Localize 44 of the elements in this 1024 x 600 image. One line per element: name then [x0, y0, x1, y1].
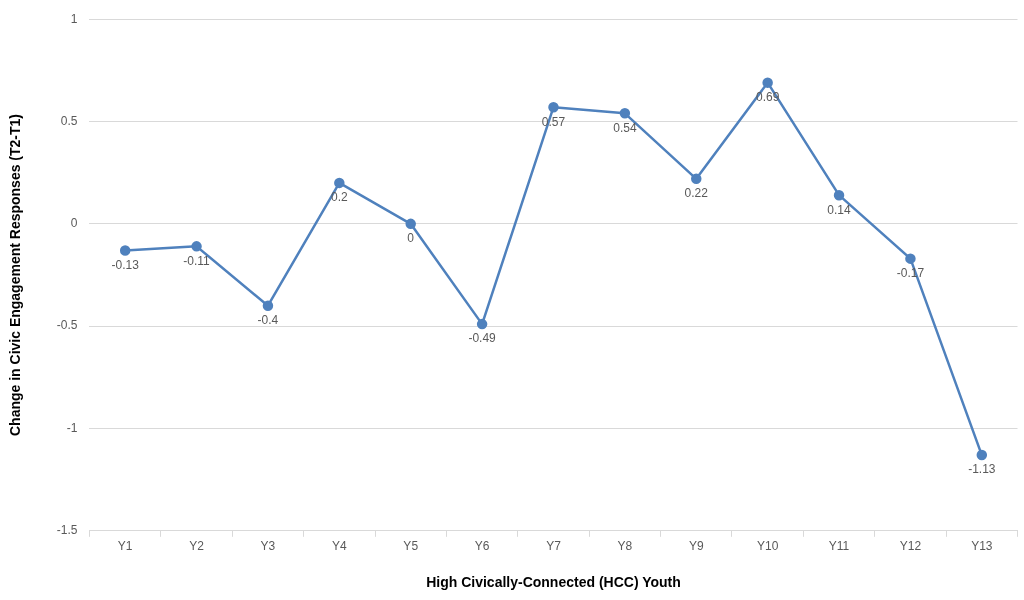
x-tick-label: Y2 [189, 539, 205, 554]
x-tick-label: Y7 [546, 539, 562, 554]
y-tick-label: -1 [66, 420, 78, 435]
point [548, 101, 559, 113]
data-label: -0.13 [111, 257, 140, 272]
point [619, 108, 631, 119]
y-tick-label: 0.5 [60, 113, 78, 128]
data-label: -0.11 [183, 253, 211, 268]
x-tick-label: Y12 [899, 539, 922, 554]
point [262, 300, 274, 311]
x-tick-label: Y8 [617, 539, 633, 554]
x-tick-label: Y11 [828, 539, 850, 554]
point [833, 189, 845, 201]
point [334, 177, 345, 189]
point [476, 318, 488, 330]
data-label: -0.49 [468, 331, 497, 346]
data-label: 0.14 [827, 202, 852, 217]
data-label: -0.4 [257, 313, 279, 328]
y-tick-label: -1.5 [56, 523, 78, 538]
x-tick-label: Y13 [971, 539, 993, 554]
x-tick-label: Y4 [331, 539, 347, 554]
point [691, 173, 702, 185]
x-axis-title: High Civically-Connected (HCC) Youth [426, 574, 681, 591]
data-label: 0.54 [613, 120, 637, 135]
x-tick-label: Y1 [117, 539, 133, 554]
x-tick-label: Y5 [403, 539, 419, 554]
data-label: -1.13 [968, 462, 996, 477]
data-label: 0.22 [684, 186, 709, 201]
y-tick-label: 0 [70, 216, 78, 231]
x-tick-label: Y3 [260, 539, 276, 554]
point [762, 77, 773, 88]
y-axis-title: Change in Civic Engagement Responses (T2-T1) [7, 113, 24, 437]
x-tick-label: Y9 [688, 539, 704, 554]
x-tick-label: Y10 [756, 539, 779, 554]
data-label: 0.2 [330, 190, 348, 205]
point [119, 245, 131, 256]
x-tick-label: Y6 [474, 539, 490, 554]
data-label: 0 [407, 231, 415, 246]
point [976, 449, 988, 461]
y-tick-label: -0.5 [56, 318, 78, 333]
point [905, 253, 916, 264]
point [191, 241, 202, 252]
point [405, 218, 416, 230]
y-tick-label: 1 [70, 11, 78, 26]
